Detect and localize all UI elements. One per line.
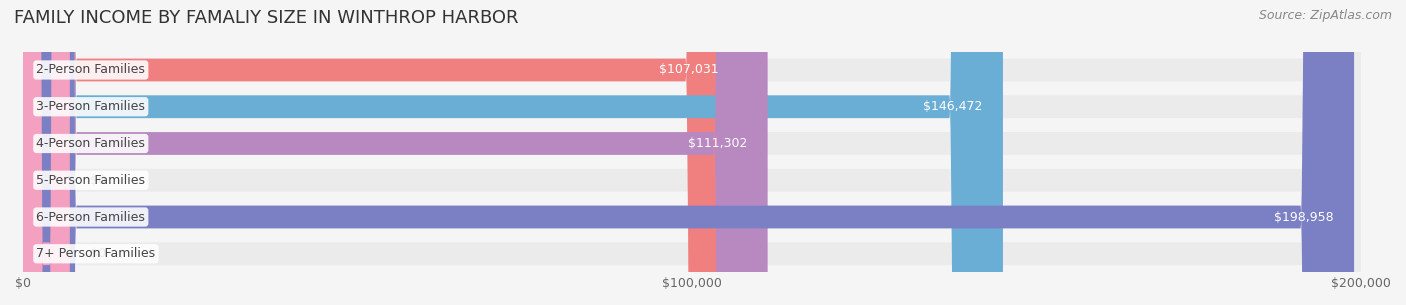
Text: $111,302: $111,302 (688, 137, 748, 150)
FancyBboxPatch shape (22, 0, 1354, 305)
FancyBboxPatch shape (22, 0, 1361, 305)
FancyBboxPatch shape (22, 0, 1361, 305)
FancyBboxPatch shape (22, 0, 740, 305)
Text: 3-Person Families: 3-Person Families (37, 100, 145, 113)
Text: 5-Person Families: 5-Person Families (37, 174, 145, 187)
FancyBboxPatch shape (22, 0, 1361, 305)
Text: $0: $0 (90, 247, 105, 260)
Text: $107,031: $107,031 (659, 63, 718, 77)
FancyBboxPatch shape (22, 0, 70, 305)
Text: 2-Person Families: 2-Person Families (37, 63, 145, 77)
Text: Source: ZipAtlas.com: Source: ZipAtlas.com (1258, 9, 1392, 22)
FancyBboxPatch shape (22, 0, 1361, 305)
Text: $0: $0 (90, 174, 105, 187)
FancyBboxPatch shape (22, 0, 1361, 305)
Text: FAMILY INCOME BY FAMALIY SIZE IN WINTHROP HARBOR: FAMILY INCOME BY FAMALIY SIZE IN WINTHRO… (14, 9, 519, 27)
FancyBboxPatch shape (22, 0, 70, 305)
Text: 7+ Person Families: 7+ Person Families (37, 247, 156, 260)
FancyBboxPatch shape (22, 0, 768, 305)
FancyBboxPatch shape (22, 0, 1002, 305)
Text: 6-Person Families: 6-Person Families (37, 210, 145, 224)
Text: 4-Person Families: 4-Person Families (37, 137, 145, 150)
FancyBboxPatch shape (22, 0, 1361, 305)
Text: $198,958: $198,958 (1274, 210, 1334, 224)
Text: $146,472: $146,472 (924, 100, 983, 113)
